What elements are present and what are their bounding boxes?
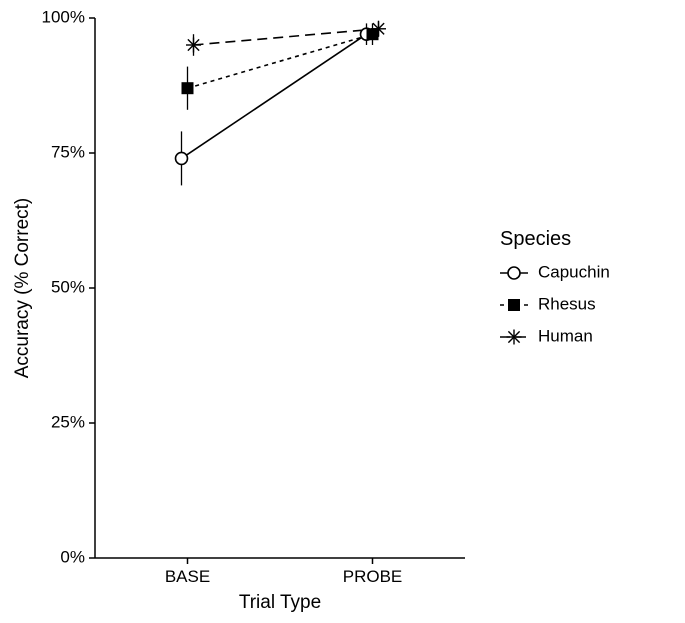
series-marker-human	[186, 38, 201, 53]
series-marker-rhesus	[182, 82, 194, 94]
legend-item-human: Human	[500, 326, 593, 345]
series-line-capuchin	[182, 34, 367, 158]
y-tick-label: 0%	[60, 547, 85, 566]
y-tick-label: 50%	[51, 277, 85, 296]
legend-title: Species	[500, 228, 571, 250]
legend-item-capuchin: Capuchin	[500, 262, 610, 281]
legend-label: Rhesus	[538, 294, 596, 313]
line-chart: 0% 25% 50% 75% 100% BASE PROBE Accuracy (% Corr…	[0, 0, 685, 623]
chart-container: 0% 25% 50% 75% 100% BASE PROBE Accuracy (% Corr…	[0, 0, 685, 623]
x-axis-title: Trial Type	[239, 592, 321, 613]
y-tick-label: 100%	[42, 7, 85, 26]
x-tick-label: BASE	[165, 567, 210, 586]
x-tick-label: PROBE	[343, 567, 403, 586]
legend-item-rhesus: Rhesus	[500, 294, 596, 313]
y-tick-label: 25%	[51, 412, 85, 431]
y-tick-label: 75%	[51, 142, 85, 161]
series-marker-capuchin	[176, 152, 188, 164]
legend-label: Human	[538, 326, 593, 345]
legend-label: Capuchin	[538, 262, 610, 281]
series-marker-human	[371, 21, 386, 36]
y-axis-title: Accuracy (% Correct)	[12, 198, 33, 379]
series-line-human	[194, 29, 379, 45]
